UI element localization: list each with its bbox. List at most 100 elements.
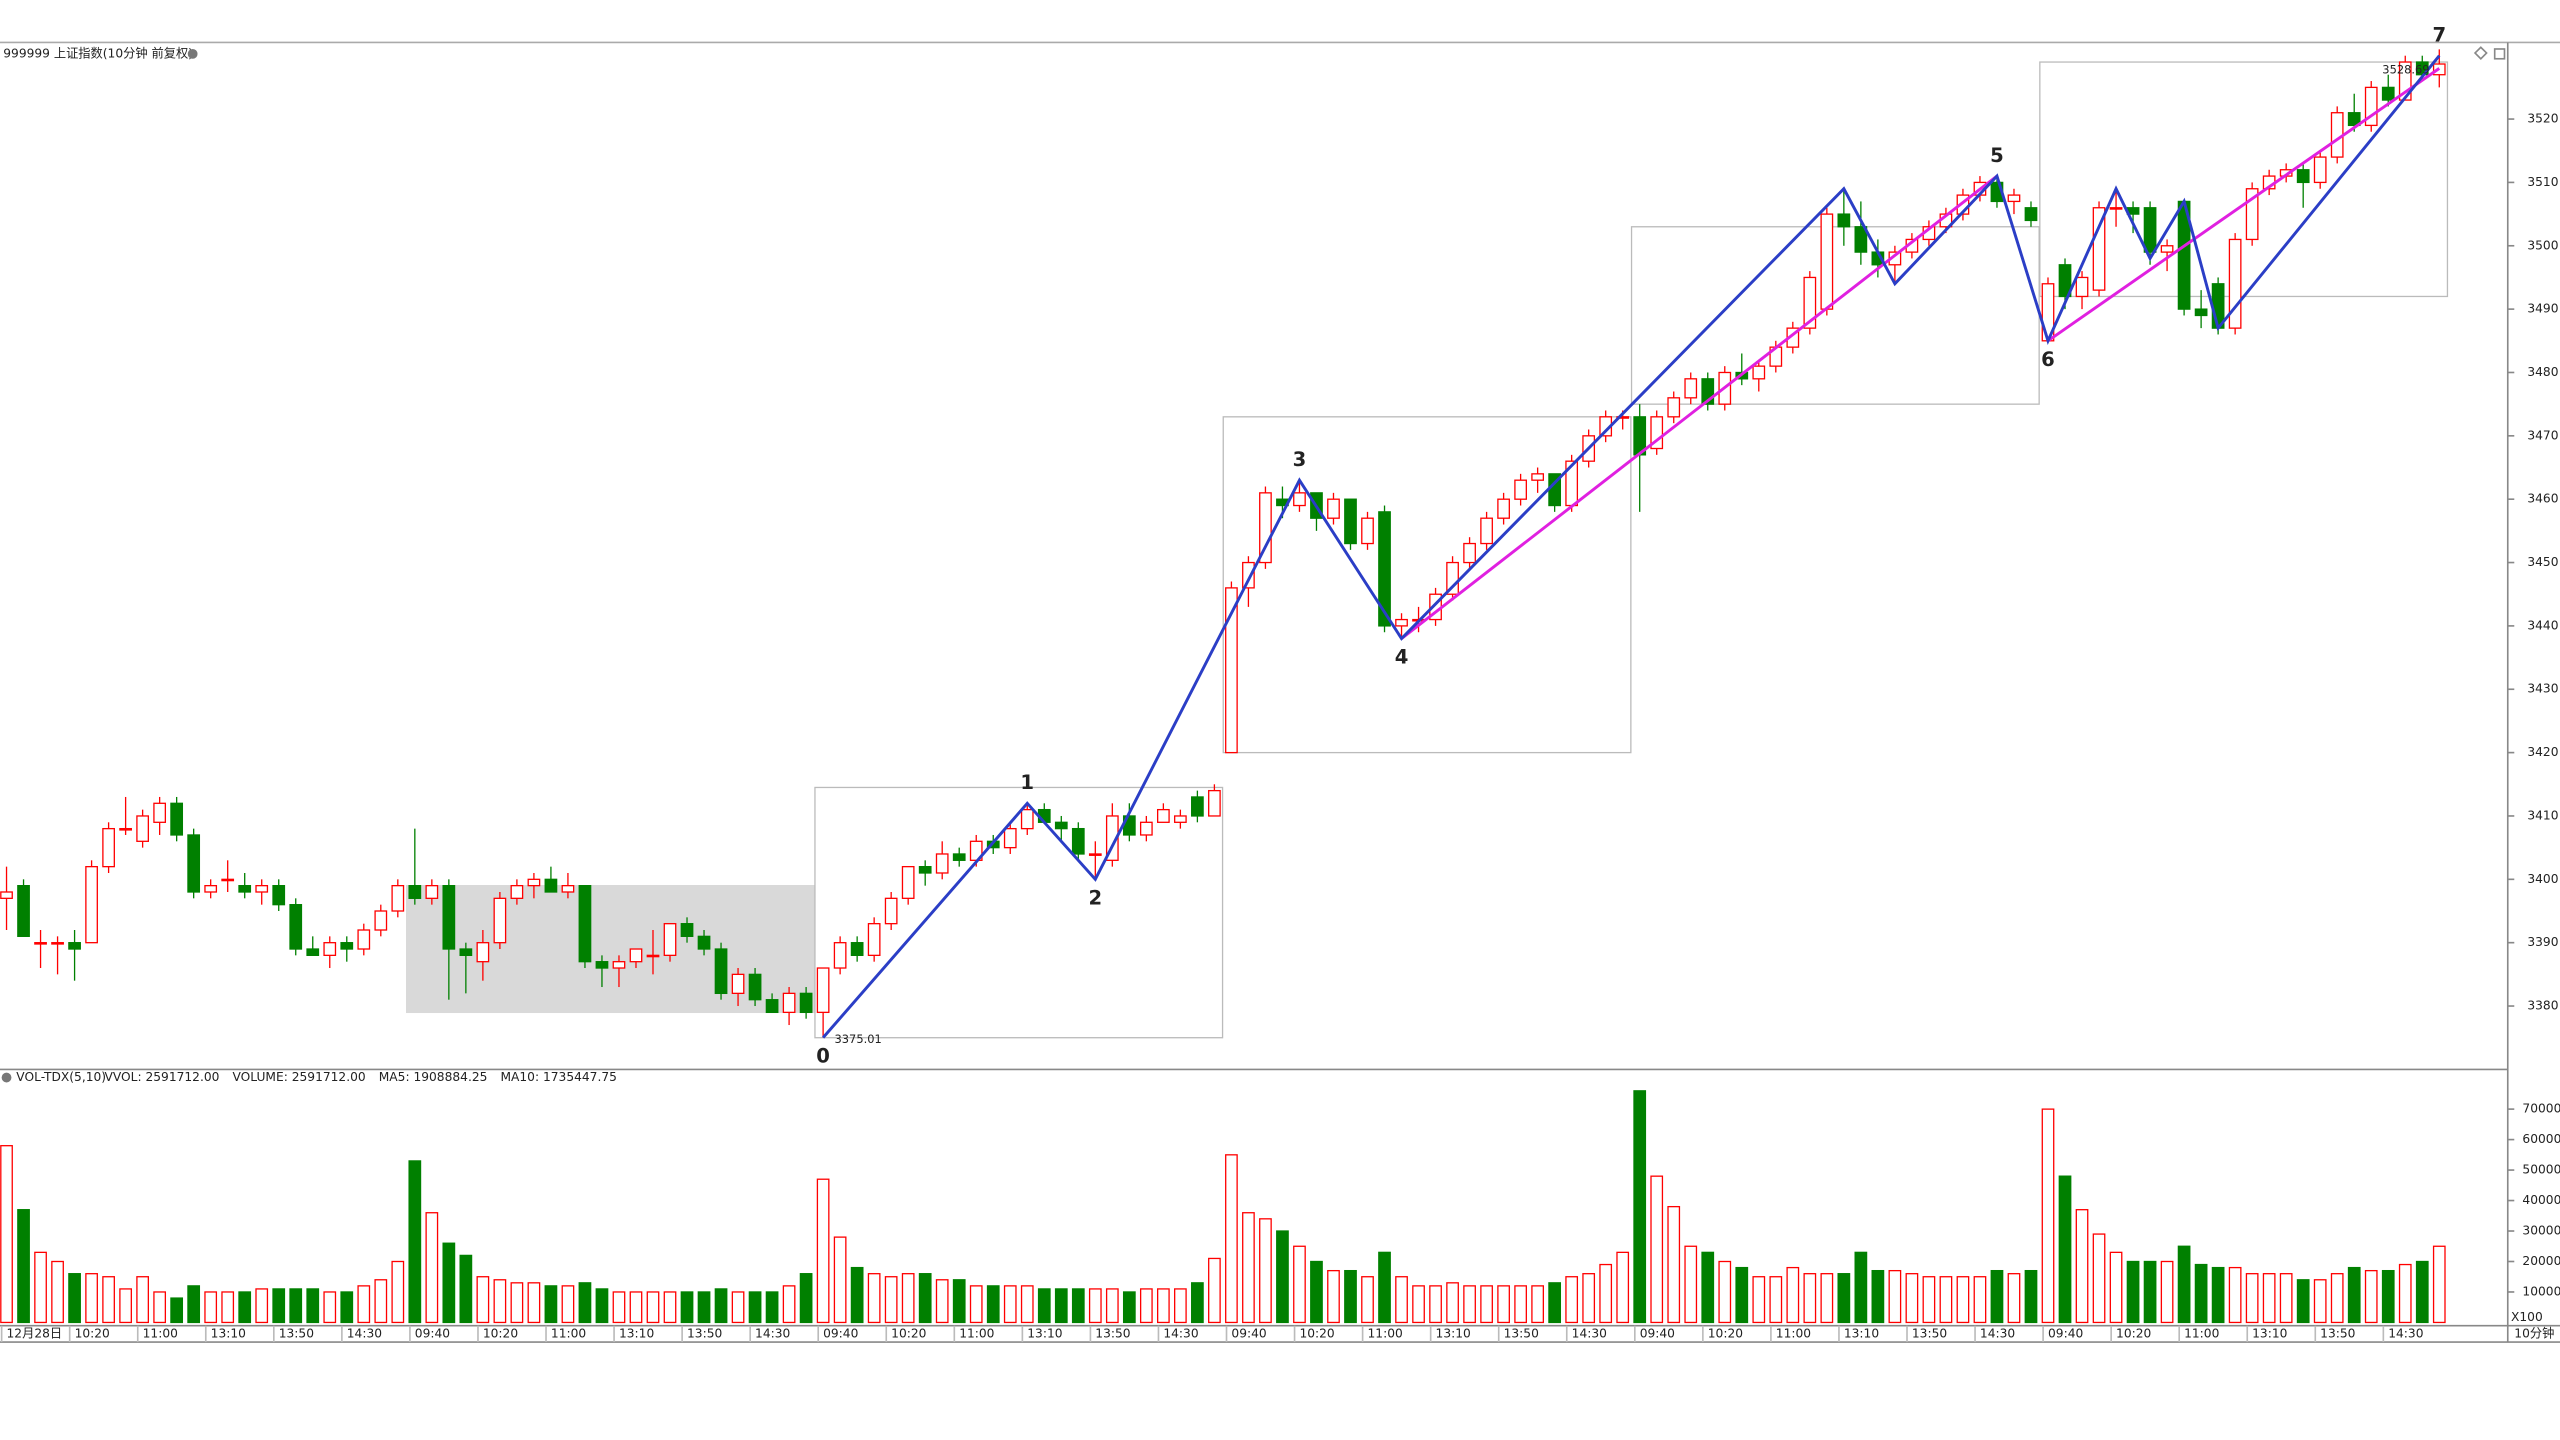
- candle-body: [663, 923, 677, 957]
- y-tick-label: 10000: [2522, 1284, 2560, 1298]
- tool-icon[interactable]: [2473, 46, 2488, 60]
- volume-bar: [833, 1236, 847, 1324]
- x-tick-label: 13:10: [211, 1326, 246, 1340]
- low-label: 3375.01: [835, 1032, 882, 1046]
- y-tick-label: 3460: [2527, 492, 2558, 506]
- y-tick-label: 3400: [2527, 872, 2558, 886]
- candle-body: [816, 967, 830, 1014]
- candle-body: [0, 891, 13, 899]
- x-tick-label: 13:50: [279, 1326, 314, 1340]
- x-tick-label: 11:00: [551, 1326, 586, 1340]
- volume-icon[interactable]: [1, 1072, 12, 1083]
- volume-bar: [1225, 1154, 1238, 1324]
- volume-bar: [187, 1285, 201, 1324]
- candle-body: [1020, 808, 1034, 830]
- volume-bar: [612, 1291, 626, 1324]
- volume-bar: [1361, 1276, 1374, 1324]
- volume-bar: [1650, 1175, 1664, 1324]
- candle-body: [1820, 213, 1834, 310]
- volume-bar: [1786, 1266, 1800, 1324]
- title-icon[interactable]: [187, 48, 198, 59]
- y-tick-label: 40000: [2522, 1193, 2560, 1207]
- candle-body: [578, 885, 592, 963]
- volume-bar: [1122, 1291, 1136, 1324]
- candle-body: [833, 942, 847, 969]
- candle-body: [2364, 86, 2378, 127]
- tool-icon[interactable]: [2493, 48, 2506, 60]
- volume-bar: [629, 1291, 643, 1324]
- candle-body: [1003, 827, 1017, 849]
- candle-body: [952, 853, 966, 861]
- volume-bar: [1854, 1251, 1868, 1324]
- volume-bar: [2381, 1269, 2395, 1324]
- wave-line: [822, 54, 2441, 1039]
- candle-body: [1174, 815, 1187, 823]
- candle-body: [1378, 511, 1391, 627]
- volume-bar: [1990, 1269, 2004, 1324]
- volume-bar: [1684, 1245, 1698, 1324]
- volume-bar: [1565, 1276, 1579, 1324]
- volume-bar: [867, 1273, 881, 1324]
- volume-bar: [2177, 1245, 2191, 1324]
- y-tick-label: 70000: [2522, 1102, 2560, 1116]
- y-tick-label: 3380: [2527, 999, 2558, 1013]
- candle-body: [493, 897, 507, 944]
- volume-bar: [544, 1285, 558, 1324]
- volume-bar: [272, 1288, 286, 1324]
- volume-bar: [1820, 1273, 1834, 1324]
- volume-bar: [34, 1251, 47, 1324]
- volume-bar: [1939, 1276, 1953, 1324]
- x-tick-label: 13:10: [1436, 1326, 1471, 1340]
- volume-bar: [527, 1282, 541, 1324]
- y-tick-label: 50000: [2522, 1163, 2560, 1177]
- candle-body: [1854, 226, 1868, 253]
- candle-body: [527, 878, 541, 887]
- volume-bar: [85, 1273, 98, 1324]
- x-tick-label: 14:30: [2388, 1326, 2423, 1340]
- candle-body: [1191, 796, 1204, 817]
- wave-label: 7: [2432, 24, 2446, 47]
- x-tick-label: 11:00: [1368, 1326, 1403, 1340]
- candle-body: [204, 885, 218, 893]
- candle-body: [1054, 821, 1068, 830]
- candle-body: [221, 878, 235, 882]
- volume-bar: [136, 1276, 149, 1324]
- candle-body: [51, 942, 64, 945]
- volume-bar: [1956, 1276, 1970, 1324]
- volume-bar: [578, 1282, 592, 1324]
- x-tick-label: 10:20: [891, 1326, 926, 1340]
- candle-body: [442, 885, 456, 950]
- candle-body: [1446, 561, 1459, 595]
- y-tick-label: 60000: [2522, 1132, 2560, 1146]
- x-tick-label: 13:50: [1504, 1326, 1539, 1340]
- y-tick-label: 3450: [2527, 555, 2558, 569]
- candle-body: [1463, 542, 1476, 564]
- wave-label: 1: [1020, 771, 1034, 794]
- volume-bar: [1497, 1285, 1510, 1324]
- x-tick-label: 13:50: [1912, 1326, 1947, 1340]
- volume-bar: [238, 1291, 252, 1324]
- volume-bar: [697, 1291, 711, 1324]
- candle-body: [1497, 498, 1510, 519]
- candle-body: [595, 961, 609, 969]
- x-tick-label: 10:20: [1708, 1326, 1743, 1340]
- candle-body: [1327, 498, 1340, 519]
- candle-body: [2092, 207, 2106, 291]
- candle-body: [1752, 365, 1766, 380]
- volume-bar: [1293, 1245, 1306, 1324]
- volume-bar: [816, 1178, 830, 1324]
- volume-bar: [1514, 1285, 1527, 1324]
- candle-body: [748, 973, 762, 1001]
- candle-body: [1531, 473, 1544, 481]
- y-tick-label: 3470: [2527, 428, 2558, 442]
- candle-body: [1480, 517, 1493, 545]
- x-tick-label: 09:40: [1231, 1326, 1266, 1340]
- volume-bar: [595, 1288, 609, 1324]
- x-tick-label: 10:20: [75, 1326, 110, 1340]
- candle-body: [1156, 808, 1170, 823]
- volume-bar: [1395, 1276, 1408, 1324]
- volume-bar: [2364, 1269, 2378, 1324]
- volume-bar: [2041, 1108, 2055, 1324]
